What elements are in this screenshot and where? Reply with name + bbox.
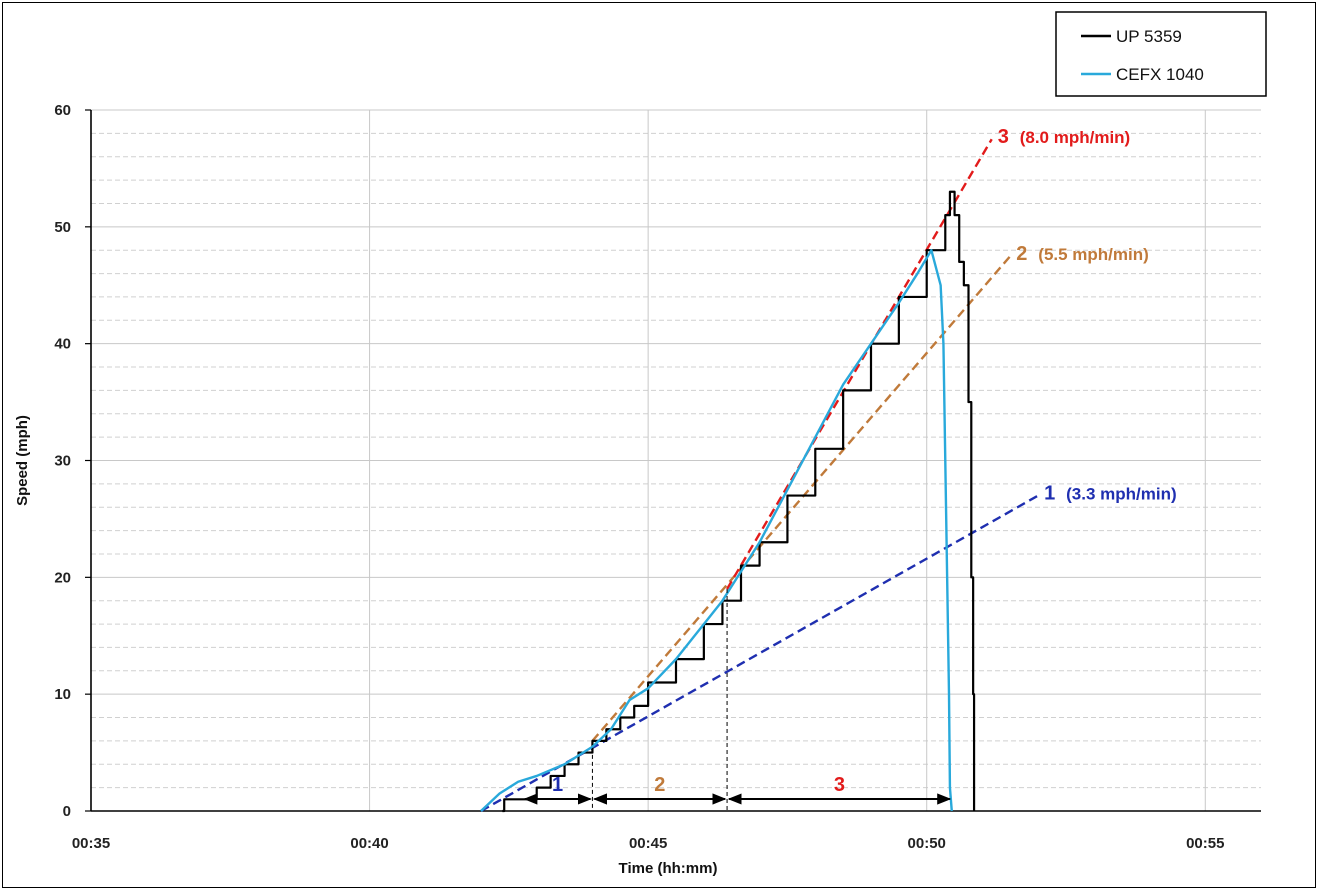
trend-lines: 1 (3.3 mph/min) 2 (5.5 mph/min) 3 (8.0 mph/mi… <box>480 126 1177 813</box>
axis-titles: Time (hh:mm) Speed (mph) <box>14 415 717 877</box>
y-tick-label: 30 <box>54 453 71 470</box>
trend-label-rate-3: (8.0 mph/min) <box>1020 128 1131 147</box>
legend: UP 5359 CEFX 1040 <box>1055 11 1267 97</box>
y-tick-label: 0 <box>63 803 71 820</box>
series-line-1 <box>480 249 953 812</box>
speed-chart: 1 (3.3 mph/min) 2 (5.5 mph/min) 3 (8.0 mph/mi… <box>14 11 1267 877</box>
series-line-0 <box>502 190 976 813</box>
y-tick-label: 50 <box>54 219 71 236</box>
y-tick-label: 10 <box>54 686 71 703</box>
x-tick-label: 00:40 <box>350 835 388 852</box>
tick-labels: 0 10 20 30 40 50 60 00:35 00:40 00:45 00:50 00:55 <box>54 102 1224 852</box>
axes <box>85 109 1261 812</box>
trend-label-rate-1: (3.3 mph/min) <box>1066 485 1177 504</box>
trend-line-2 <box>591 255 1012 742</box>
legend-box <box>1055 11 1267 97</box>
legend-entry-1: CEFX 1040 <box>1116 65 1204 84</box>
trend-label-number-2: 2 <box>1016 243 1027 265</box>
major-gridlines <box>91 109 1261 811</box>
minor-gridlines <box>91 132 1261 789</box>
legend-entry-0: UP 5359 <box>1116 27 1182 46</box>
x-tick-label: 00:35 <box>72 835 110 852</box>
y-tick-label: 60 <box>54 102 71 119</box>
trend-label-number-1: 1 <box>1044 483 1055 505</box>
trend-line-3 <box>726 138 993 590</box>
x-tick-label: 00:50 <box>908 835 946 852</box>
trend-label-rate-2: (5.5 mph/min) <box>1038 245 1149 264</box>
x-tick-label: 00:45 <box>629 835 667 852</box>
y-axis-title: Speed (mph) <box>14 415 31 506</box>
phase-label-2: 2 <box>654 774 665 796</box>
x-tick-label: 00:55 <box>1186 835 1224 852</box>
x-axis-title: Time (hh:mm) <box>619 860 718 877</box>
y-tick-label: 40 <box>54 336 71 353</box>
phase-markers: 1 2 3 <box>523 589 952 811</box>
trend-label-number-3: 3 <box>998 126 1009 148</box>
phase-label-3: 3 <box>834 774 845 796</box>
y-tick-label: 20 <box>54 569 71 586</box>
phase-label-1: 1 <box>552 774 563 796</box>
data-series <box>480 190 976 813</box>
